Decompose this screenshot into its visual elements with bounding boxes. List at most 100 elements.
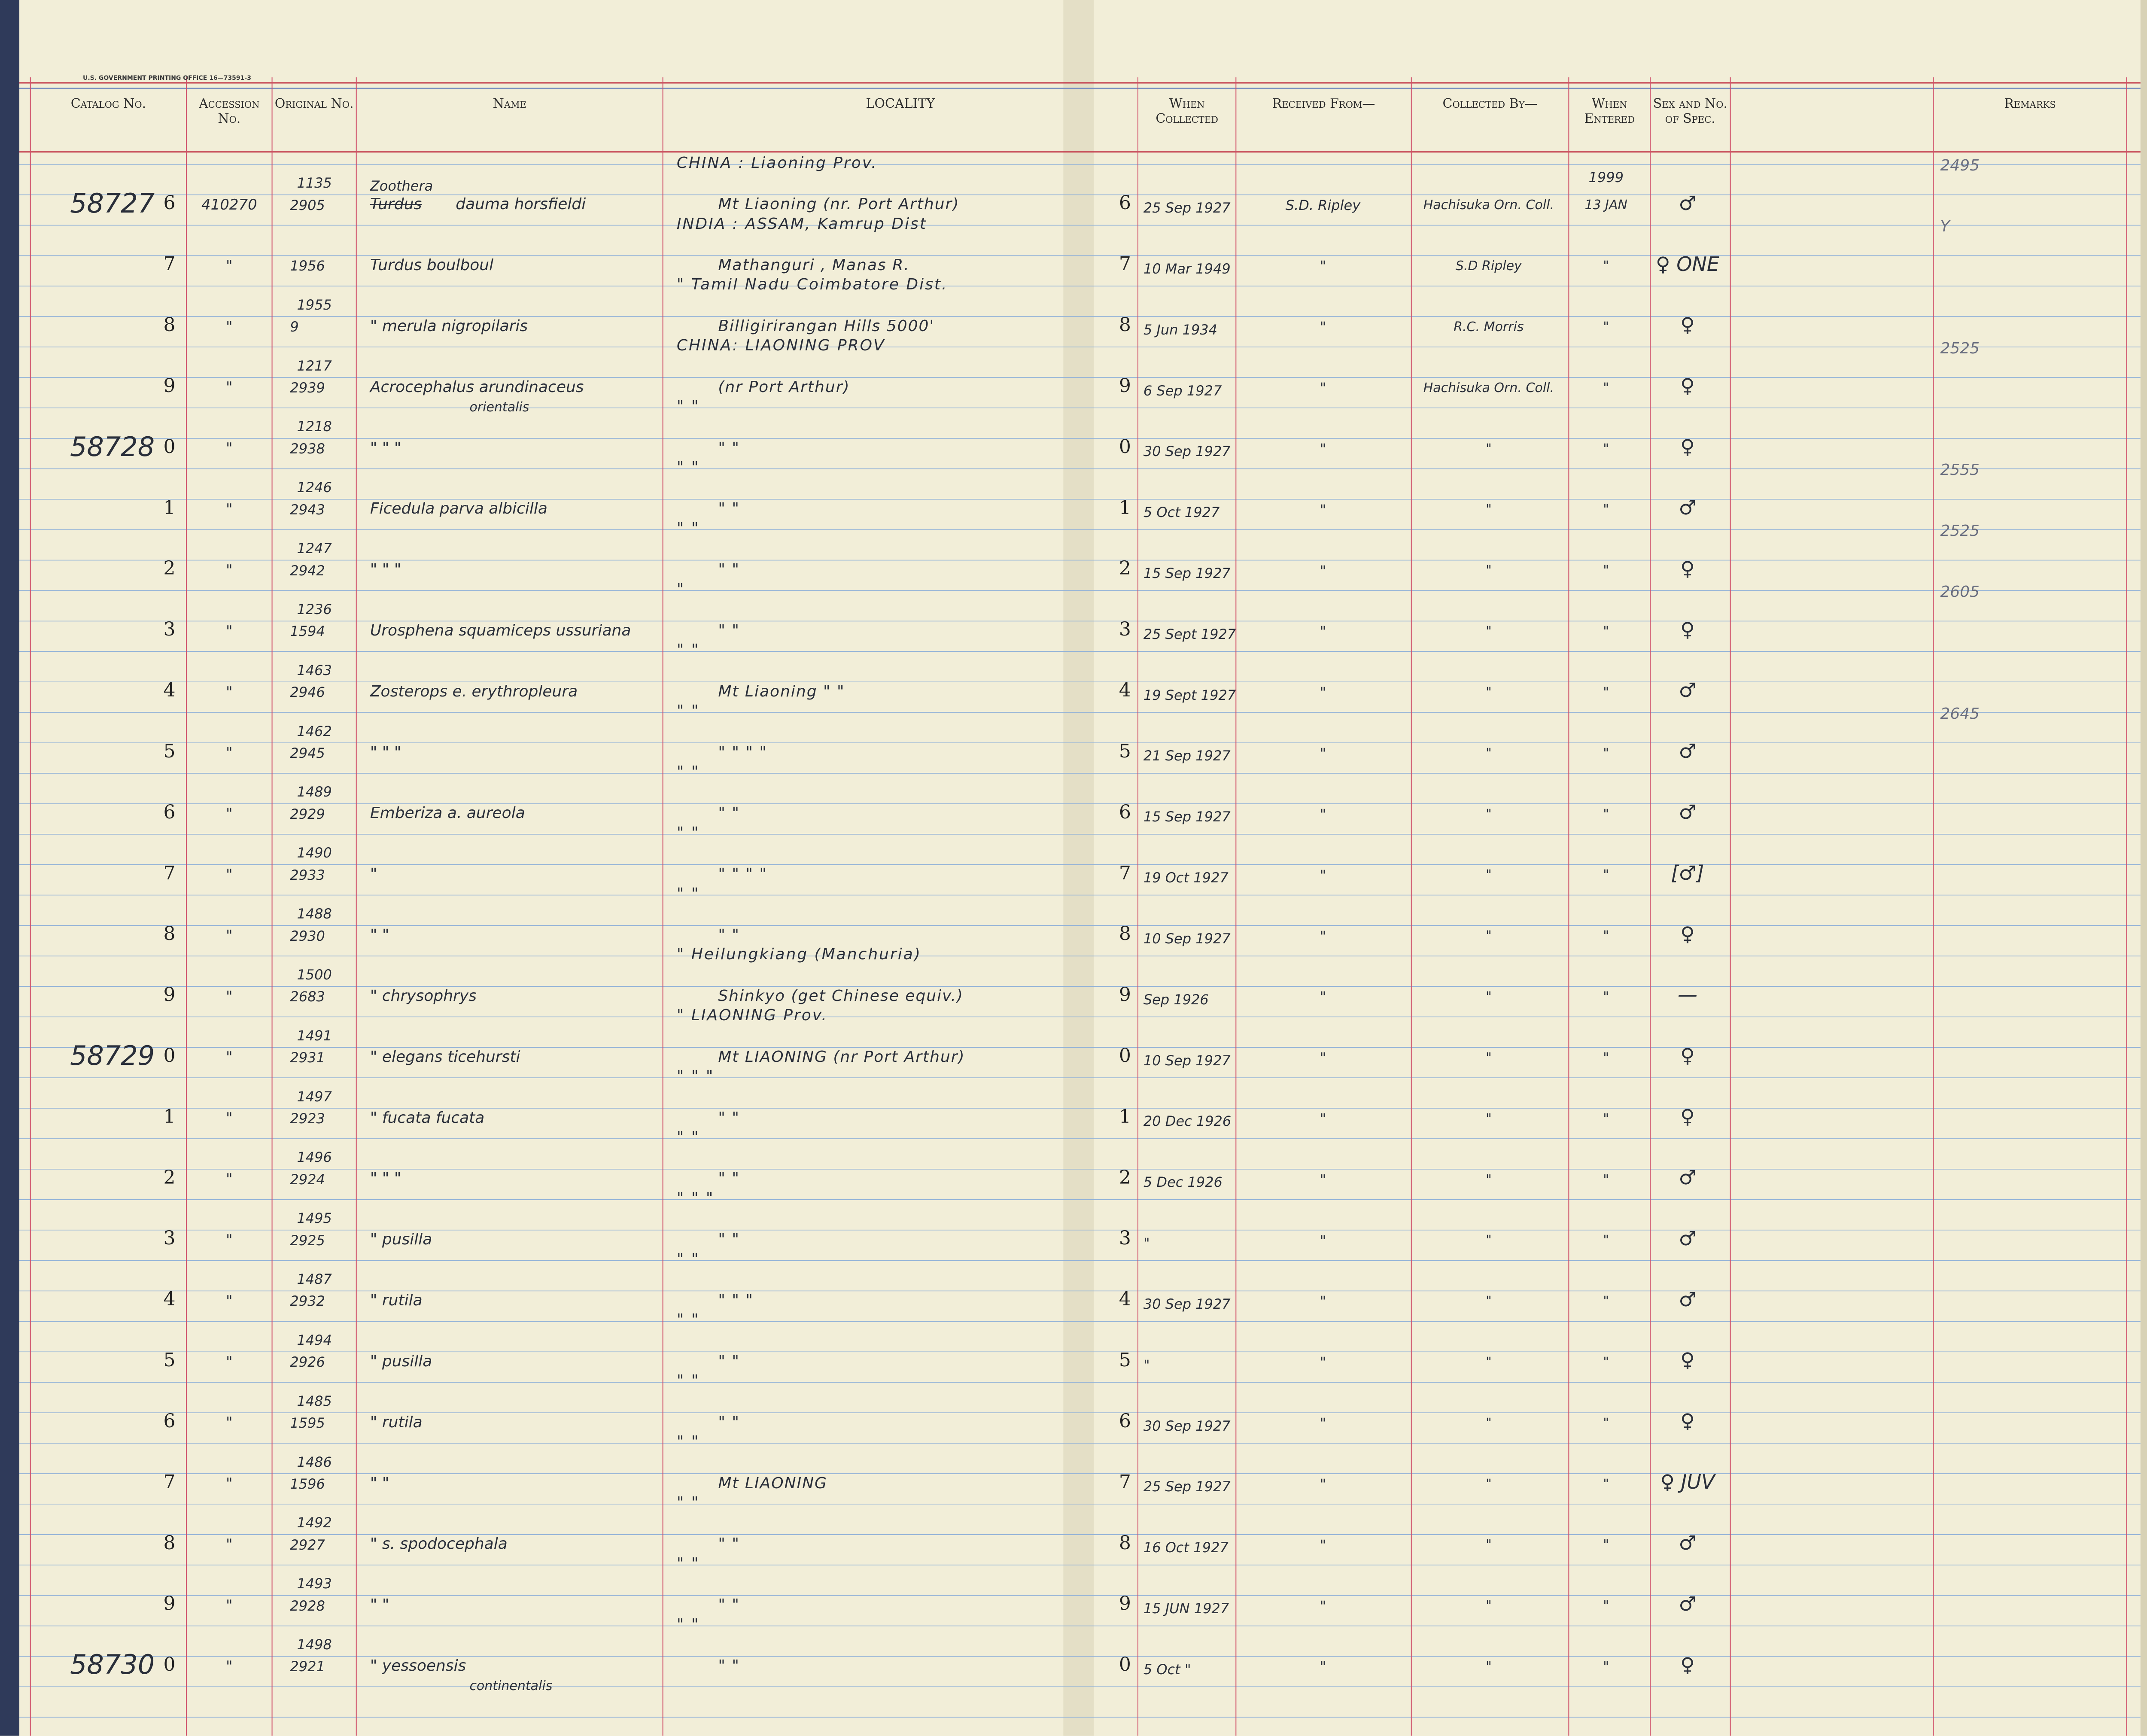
when-entered: " xyxy=(1603,867,1609,883)
catalog-digit: 4 xyxy=(163,1288,176,1310)
sex: ♂ xyxy=(1679,1165,1697,1189)
received-from: " xyxy=(1320,501,1326,518)
column-header: LOCALITY xyxy=(866,96,935,111)
original-top: 1498 xyxy=(297,1636,332,1653)
original: 2905 xyxy=(290,197,325,213)
locality: Mt Liaoning " " xyxy=(718,682,845,700)
locality: " " " " xyxy=(718,865,767,883)
original: 2683 xyxy=(290,988,325,1005)
collected-by: " xyxy=(1485,502,1492,517)
received-from: " xyxy=(1320,258,1326,274)
column-header: Sex and No. of Spec. xyxy=(1653,96,1728,126)
when-collected: 15 JUN 1927 xyxy=(1143,1600,1229,1617)
day-digit: 1 xyxy=(1119,1105,1131,1128)
collected-by: S.D Ripley xyxy=(1455,258,1522,274)
when-entered: " xyxy=(1603,1537,1609,1553)
when-collected: 5 Jun 1934 xyxy=(1143,321,1217,338)
sex: ♀ xyxy=(1680,556,1695,580)
when-entered: " xyxy=(1603,684,1609,700)
locality-top: " " xyxy=(676,1433,700,1451)
received-from: " xyxy=(1320,866,1326,883)
original: 2939 xyxy=(290,380,325,396)
when-entered: " xyxy=(1603,989,1609,1005)
locality: " " xyxy=(718,1170,740,1188)
original: 2932 xyxy=(290,1293,325,1310)
locality-top: " " " xyxy=(676,1189,715,1207)
locality-top: " " xyxy=(676,1250,700,1268)
accession: " xyxy=(226,1657,233,1675)
when-collected: 30 Sep 1927 xyxy=(1143,443,1231,460)
catalog-digit: 0 xyxy=(163,1654,176,1676)
locality: " " " xyxy=(718,1292,754,1310)
received-from: " xyxy=(1320,440,1326,457)
original-top: 1488 xyxy=(297,906,332,922)
when-collected: 25 Sep 1927 xyxy=(1143,200,1231,216)
when-collected: Sep 1926 xyxy=(1143,991,1209,1008)
received-from: " xyxy=(1320,927,1326,944)
original-top: 1247 xyxy=(297,540,332,557)
species-name: " " " xyxy=(370,439,401,457)
remarks: 2555 xyxy=(1940,461,1980,479)
when-entered: " xyxy=(1603,1233,1609,1248)
species-name: " " " xyxy=(370,743,401,761)
original: 1595 xyxy=(290,1415,325,1432)
locality: " " xyxy=(718,1109,740,1127)
day-digit: 9 xyxy=(1119,984,1131,1006)
collected-by: " xyxy=(1485,745,1492,761)
day-digit: 2 xyxy=(1119,1166,1131,1189)
accession: " xyxy=(226,379,233,396)
collected-by: " xyxy=(1485,563,1492,578)
sex: ♀ JUV xyxy=(1660,1470,1715,1494)
species-name: Acrocephalus arundinaceus xyxy=(370,378,584,396)
received-from: " xyxy=(1320,1475,1326,1492)
when-entered: " xyxy=(1603,1172,1609,1187)
when-collected: " xyxy=(1143,1235,1150,1252)
when-entered: " xyxy=(1603,1294,1609,1309)
accession: " xyxy=(226,501,233,518)
catalog-digit: 9 xyxy=(163,984,176,1006)
catalog-digit: 7 xyxy=(163,862,176,884)
original-top: 1493 xyxy=(297,1575,332,1592)
collected-by: " xyxy=(1485,441,1492,456)
day-digit: 0 xyxy=(1119,1044,1131,1067)
original: 2933 xyxy=(290,866,325,883)
when-collected: 10 Sep 1927 xyxy=(1143,1052,1231,1069)
species-name-cont: continentalis xyxy=(469,1678,553,1694)
locality-top: " " xyxy=(676,1128,700,1146)
day-digit: 8 xyxy=(1119,1532,1131,1554)
collected-by: " xyxy=(1485,1659,1492,1675)
original-top: 1490 xyxy=(297,845,332,861)
sex: ♀ xyxy=(1680,1653,1695,1676)
locality: Mt LIAONING xyxy=(718,1474,827,1492)
when-entered: " xyxy=(1603,319,1609,334)
received-from: " xyxy=(1320,1658,1326,1675)
day-digit: 6 xyxy=(1119,1410,1131,1432)
when-collected: 10 Mar 1949 xyxy=(1143,260,1231,277)
locality-top: " " xyxy=(676,1554,700,1572)
remarks: 2645 xyxy=(1940,705,1980,723)
sex: ♂ xyxy=(1679,1226,1697,1250)
when-collected: 30 Sep 1927 xyxy=(1143,1295,1231,1312)
when-collected: 30 Sep 1927 xyxy=(1143,1417,1231,1434)
original: 2929 xyxy=(290,806,325,822)
sex: ♀ xyxy=(1680,1348,1695,1372)
locality: Mt LIAONING (nr Port Arthur) xyxy=(718,1048,965,1066)
accession: " xyxy=(226,927,233,944)
accession: " xyxy=(226,683,233,701)
species-name: " " " xyxy=(370,561,401,579)
accession: 410270 xyxy=(201,196,257,213)
species-name: " " xyxy=(370,926,389,944)
column-header: When Collected xyxy=(1156,96,1218,126)
locality-top: " Tamil Nadu Coimbatore Dist. xyxy=(676,276,948,294)
collected-by: " xyxy=(1485,1050,1492,1065)
when-entered: " xyxy=(1603,380,1609,395)
day-digit: 0 xyxy=(1119,435,1131,458)
day-digit: 1 xyxy=(1119,496,1131,519)
printer-note: U.S. GOVERNMENT PRINTING OFFICE 16—73591… xyxy=(82,74,251,82)
day-digit: 0 xyxy=(1119,1654,1131,1676)
catalog-prefix: 58729 xyxy=(70,1040,155,1072)
catalog-digit: 6 xyxy=(163,1410,176,1432)
accession: " xyxy=(226,622,233,640)
original-top: 1955 xyxy=(297,296,332,313)
when-entered: " xyxy=(1603,928,1609,944)
